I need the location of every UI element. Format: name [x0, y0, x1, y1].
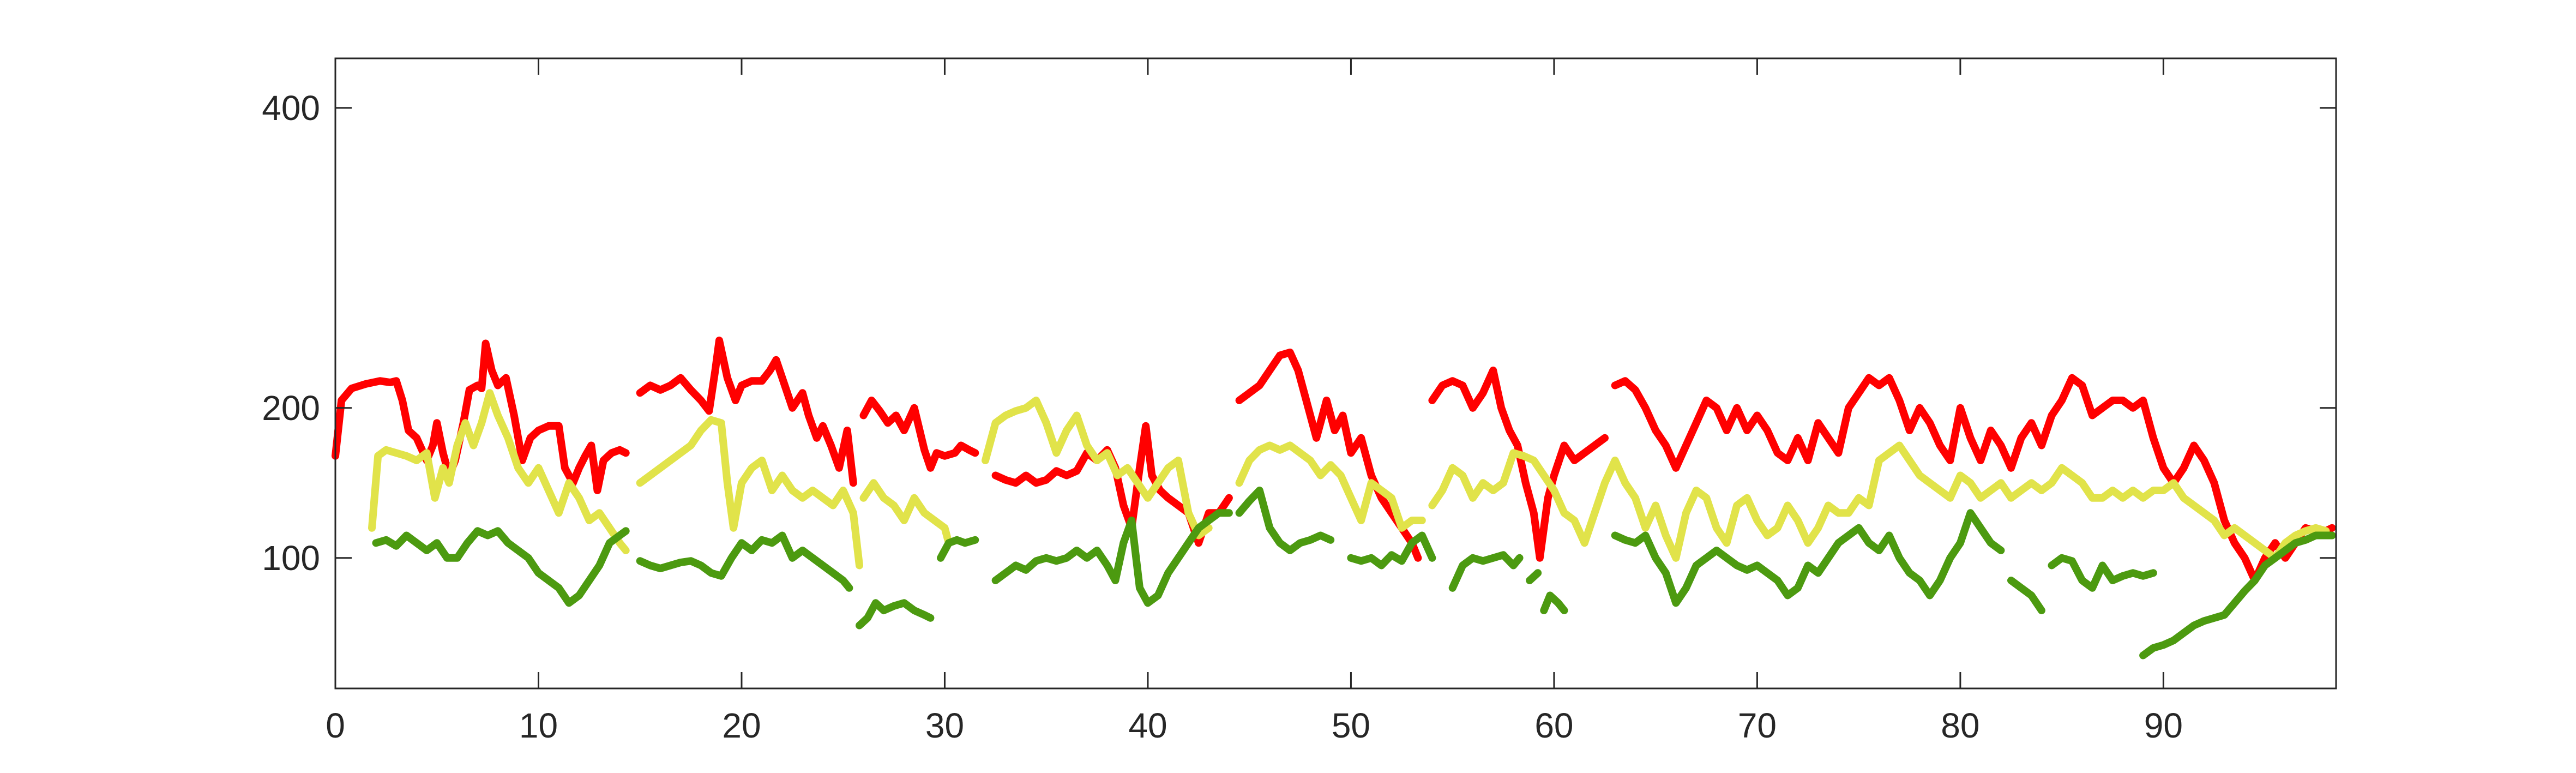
- series-1-segment-3: [982, 397, 1213, 540]
- x-tick-label: 90: [2144, 706, 2183, 745]
- y-tick-label: 200: [262, 388, 320, 428]
- series-2-segment-5: [1235, 487, 1335, 554]
- series-2-segment-7: [1448, 551, 1524, 592]
- series-2-segment-6: [1347, 531, 1436, 570]
- series-0-segment-5: [1428, 367, 1609, 562]
- series-2-segment-8: [1526, 569, 1542, 584]
- x-tick-label: 50: [1332, 706, 1370, 745]
- series-0-segment-6: [1611, 374, 2336, 584]
- series-1-segment-4: [1235, 441, 1426, 532]
- series-2-segment-3: [937, 536, 979, 562]
- y-tick-label: 400: [262, 88, 320, 128]
- tick-labels-layer: 0 10 20 30 40 50 60 70 80 90 100 200 400: [262, 88, 2183, 745]
- ticks-layer: [334, 58, 2336, 688]
- x-tick-label: 30: [925, 706, 964, 745]
- x-tick-label: 70: [1738, 706, 1777, 745]
- series-0-segment-4: [1235, 349, 1422, 562]
- plot-area-box: [334, 57, 2337, 690]
- series-2-segment-12: [2048, 554, 2157, 592]
- x-tick-label: 0: [326, 706, 345, 745]
- series-2-segment-10: [1611, 509, 2005, 607]
- x-tick-label: 40: [1128, 706, 1167, 745]
- series-1-segment-1: [636, 416, 863, 570]
- x-tick-label: 60: [1534, 706, 1573, 745]
- series-2-segment-11: [2007, 577, 2045, 614]
- series-2-segment-1: [636, 531, 853, 592]
- series-2-segment-9: [1540, 591, 1568, 614]
- x-tick-label: 20: [722, 706, 761, 745]
- series-2-segment-0: [372, 527, 630, 607]
- series-2-segment-2: [856, 599, 935, 630]
- series-2-segment-4: [991, 509, 1233, 607]
- series-0-segment-1: [636, 337, 857, 487]
- series-0-segment-0: [332, 339, 630, 494]
- series-0-segment-2: [859, 397, 979, 472]
- series-1-segment-0: [368, 389, 630, 554]
- y-tick-label: 100: [262, 538, 320, 578]
- x-tick-label: 80: [1941, 706, 1979, 745]
- series-1-segment-5: [1428, 441, 2330, 562]
- x-tick-label: 10: [519, 706, 558, 745]
- series-layer: [332, 337, 2336, 660]
- series-2-segment-13: [2139, 531, 2336, 660]
- series-1-segment-2: [859, 479, 953, 547]
